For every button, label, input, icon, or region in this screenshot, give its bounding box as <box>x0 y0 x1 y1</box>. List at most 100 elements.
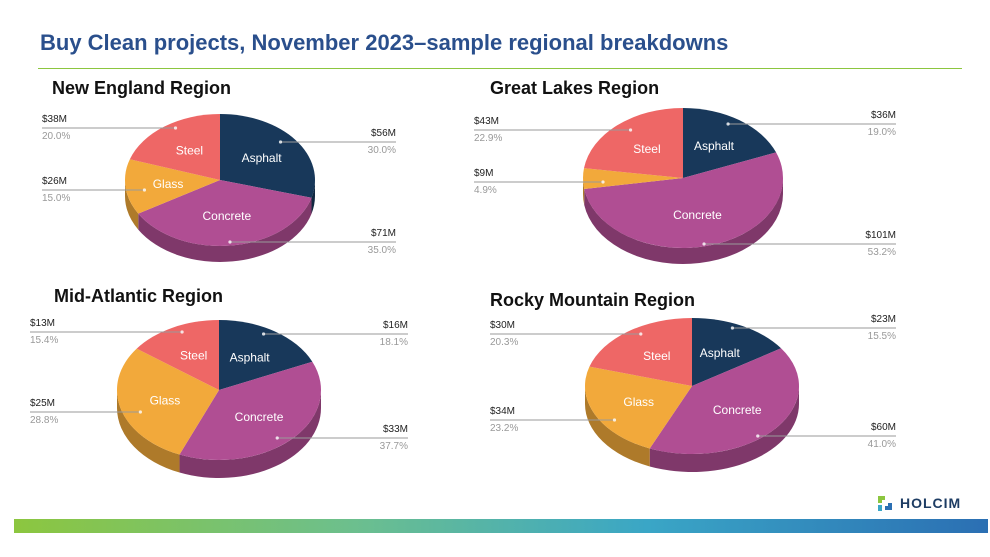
holcim-logo: HOLCIM <box>876 492 961 514</box>
slice-label-asphalt: Asphalt <box>694 139 735 153</box>
leader-dot-steel <box>180 330 184 334</box>
slice-label-glass: Glass <box>623 395 654 409</box>
pie-slice-asphalt <box>683 108 777 178</box>
pie-slice-concrete <box>649 348 800 455</box>
value-label-glass: $9M <box>474 168 493 179</box>
chart-title-new-england: New England Region <box>52 78 232 98</box>
value-label-asphalt: $56M <box>371 128 396 139</box>
pie-slice-glass <box>125 159 220 214</box>
leader-dot-glass <box>142 188 147 192</box>
pie-side-glass <box>585 386 650 467</box>
value-label-glass: $26M <box>42 176 67 187</box>
percent-label-asphalt: 30.0% <box>368 145 396 156</box>
percent-label-steel: 15.4% <box>30 335 58 346</box>
slice-label-asphalt: Asphalt <box>242 151 283 165</box>
slice-label-concrete: Concrete <box>713 403 762 417</box>
slice-label-glass: Glass <box>153 177 184 191</box>
value-label-steel: $38M <box>42 114 67 125</box>
brand-name: HOLCIM <box>900 495 962 511</box>
percent-label-asphalt: 15.5% <box>868 331 896 342</box>
leader-dot-concrete <box>756 434 760 438</box>
percent-label-concrete: 35.0% <box>368 245 396 256</box>
value-label-glass: $25M <box>30 398 55 409</box>
pie-slice-asphalt <box>220 114 315 198</box>
leader-dot-steel <box>628 128 633 132</box>
leader-dot-concrete <box>275 436 279 440</box>
chart-title-mid-atlantic: Mid-Atlantic Region <box>54 286 223 306</box>
pie-slice-asphalt <box>692 318 782 386</box>
leader-dot-asphalt <box>726 122 730 126</box>
leader-dot-concrete <box>228 240 232 244</box>
leader-dot-steel <box>639 332 643 336</box>
value-label-glass: $34M <box>490 406 515 417</box>
slice-label-steel: Steel <box>643 349 670 363</box>
pie-slice-steel <box>136 320 219 390</box>
pie-slice-steel <box>583 108 683 178</box>
value-label-concrete: $60M <box>871 422 896 433</box>
leader-dot-asphalt <box>278 140 283 144</box>
pie-side-glass <box>583 178 585 206</box>
pie-slice-glass <box>583 168 683 190</box>
leader-dot-glass <box>612 418 617 422</box>
slice-label-concrete: Concrete <box>235 410 284 424</box>
percent-label-glass: 28.8% <box>30 415 58 426</box>
pie-side-concrete <box>179 390 321 479</box>
value-label-concrete: $101M <box>865 230 896 241</box>
value-label-steel: $30M <box>490 320 515 331</box>
percent-label-concrete: 53.2% <box>868 247 896 258</box>
leader-dot-glass <box>138 410 142 414</box>
slice-label-steel: Steel <box>180 349 207 363</box>
value-label-steel: $43M <box>474 116 499 127</box>
value-label-asphalt: $36M <box>871 110 896 121</box>
slice-label-steel: Steel <box>633 142 660 156</box>
slice-label-concrete: Concrete <box>203 209 252 223</box>
leader-dot-asphalt <box>261 332 266 336</box>
pie-side-concrete <box>138 197 312 263</box>
leader-dot-steel <box>173 126 178 130</box>
pie-side-glass <box>125 180 139 230</box>
footer-gradient-bar <box>14 519 988 533</box>
pie-slice-glass <box>584 366 692 449</box>
leader-dot-asphalt <box>730 326 735 330</box>
pie-slice-asphalt <box>219 320 313 390</box>
holcim-logo-icon <box>878 496 892 511</box>
slice-label-concrete: Concrete <box>673 208 722 222</box>
percent-label-steel: 22.9% <box>474 133 502 144</box>
percent-label-asphalt: 19.0% <box>868 127 896 138</box>
pie-slice-concrete <box>584 152 783 248</box>
pie-side-concrete <box>649 386 799 473</box>
percent-label-concrete: 37.7% <box>380 441 408 452</box>
chart-title-great-lakes: Great Lakes Region <box>490 78 660 98</box>
title-divider <box>38 68 962 69</box>
value-label-asphalt: $23M <box>871 314 896 325</box>
percent-label-asphalt: 18.1% <box>380 337 408 348</box>
pie-side-concrete <box>584 178 783 264</box>
percent-label-steel: 20.3% <box>490 337 518 348</box>
percent-label-concrete: 41.0% <box>868 439 896 450</box>
page-title: Buy Clean projects, November 2023–sample… <box>40 30 729 55</box>
percent-label-glass: 4.9% <box>474 185 497 196</box>
pie-side-asphalt <box>311 180 315 214</box>
slice-label-asphalt: Asphalt <box>230 351 271 365</box>
percent-label-steel: 20.0% <box>42 131 70 142</box>
value-label-steel: $13M <box>30 318 55 329</box>
slice-label-glass: Glass <box>150 393 181 407</box>
pie-slice-glass <box>117 348 219 455</box>
pie-slice-steel <box>589 318 692 386</box>
value-label-asphalt: $16M <box>383 320 408 331</box>
value-label-concrete: $71M <box>371 228 396 239</box>
chart-title-rocky-mountain: Rocky Mountain Region <box>490 290 696 310</box>
leader-dot-concrete <box>702 242 706 246</box>
slice-label-asphalt: Asphalt <box>700 346 741 360</box>
pie-slice-concrete <box>179 361 322 460</box>
slice-label-steel: Steel <box>176 144 203 158</box>
leader-dot-glass <box>601 180 605 184</box>
pie-slice-concrete <box>138 180 312 247</box>
value-label-concrete: $33M <box>383 424 408 435</box>
pie-slice-steel <box>129 114 220 180</box>
percent-label-glass: 15.0% <box>42 193 70 204</box>
percent-label-glass: 23.2% <box>490 423 518 434</box>
